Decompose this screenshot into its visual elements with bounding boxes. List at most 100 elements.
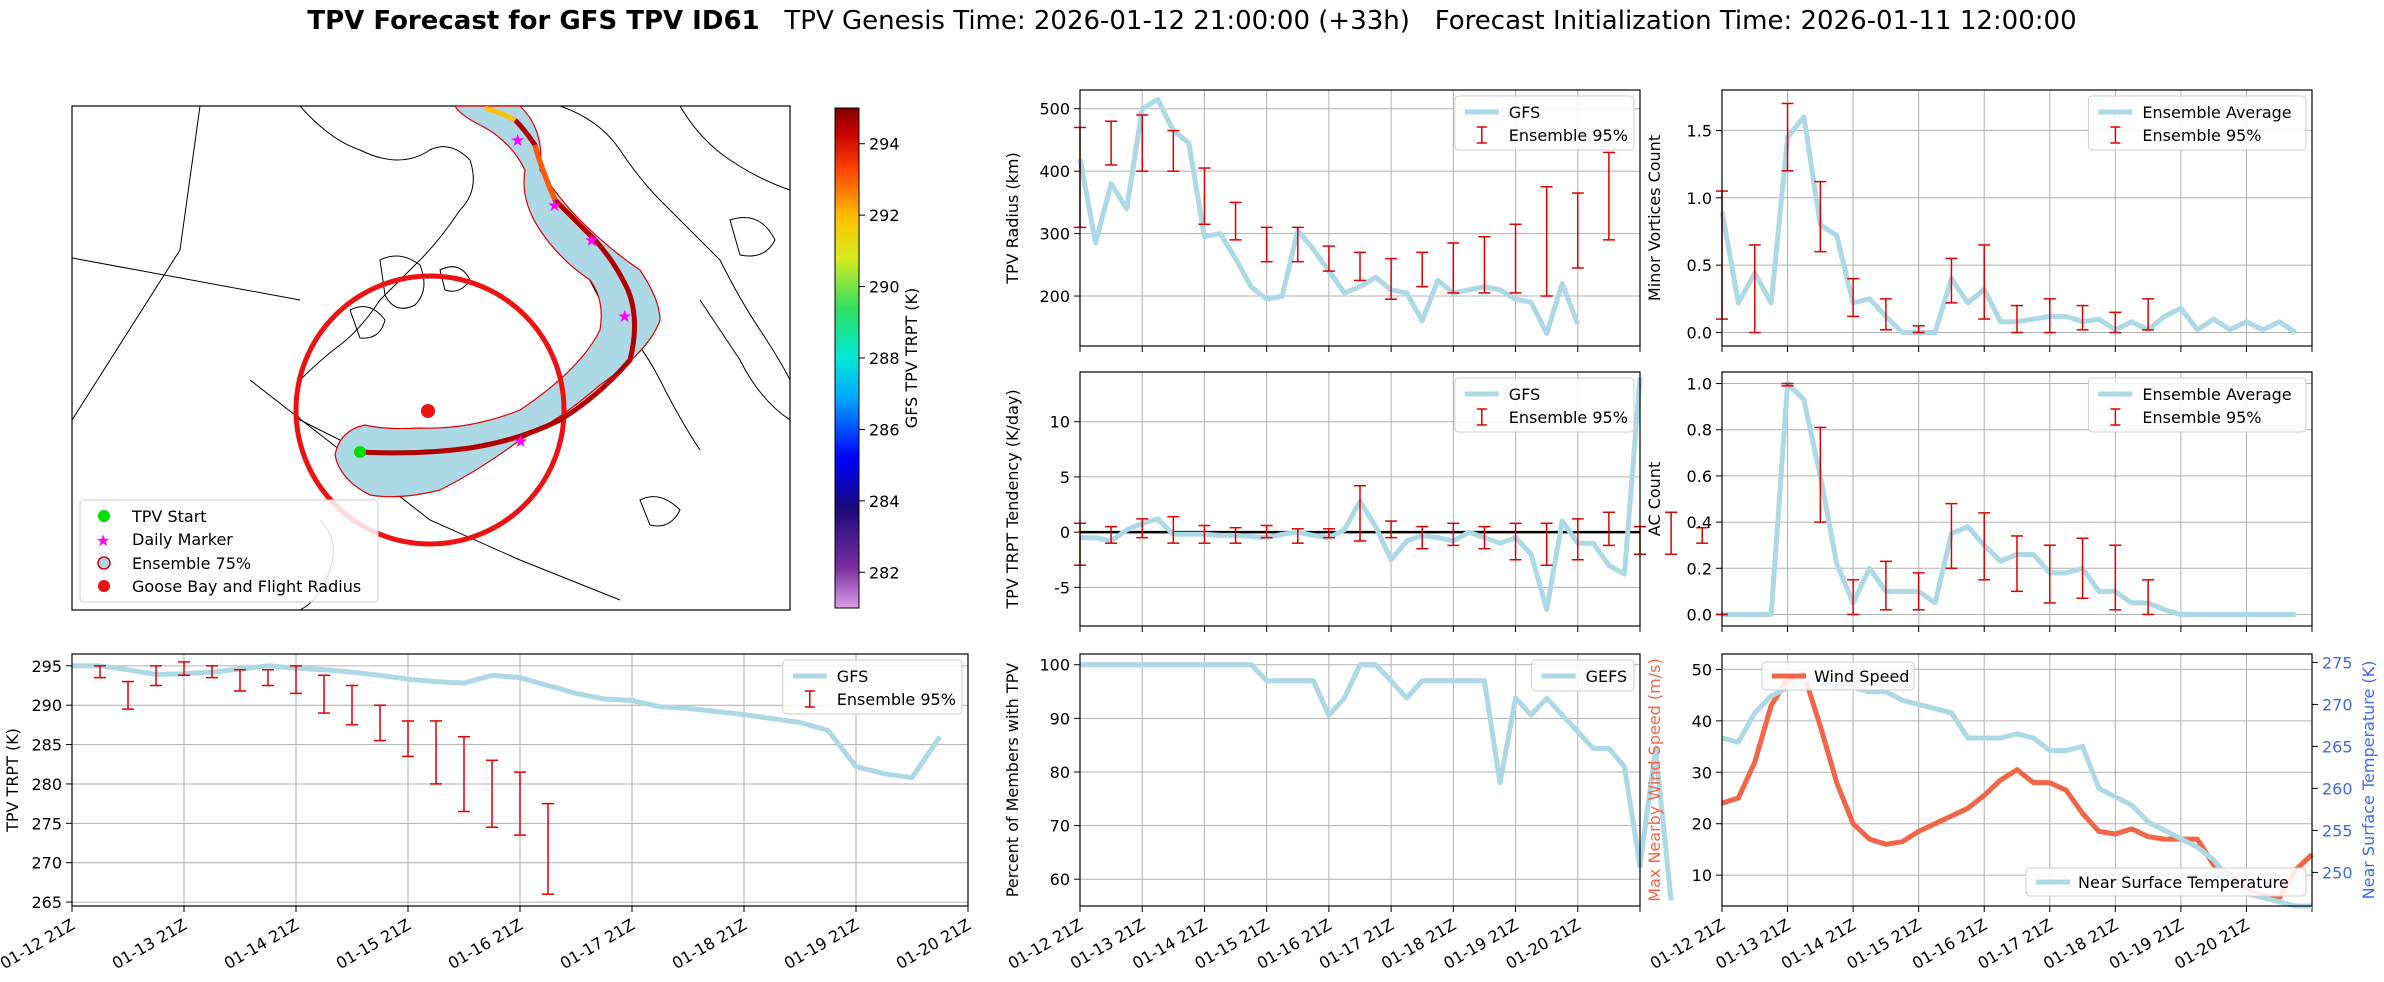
legend-label: Ensemble Average <box>2142 103 2291 122</box>
y2-tick-label: 265 <box>2322 737 2353 756</box>
legend-label: GFS <box>1509 103 1540 122</box>
trpt-chart: 265 270 275 280 285 290 295 TPV TRPT (K) 01-12 2… <box>0 653 974 973</box>
map-border-line <box>72 257 301 301</box>
y-tick-label: 1.0 <box>1687 189 1712 208</box>
minor-vortices-chart: 0.0 0.5 1.0 1.5 Minor Vortices Count Ensemble… <box>1645 89 2313 352</box>
legend-label: Ensemble 95% <box>1509 126 1628 145</box>
colorbar-scale <box>834 107 860 609</box>
island <box>729 217 776 257</box>
legend-daily-label: Daily Marker <box>132 530 233 549</box>
title-genesis: TPV Genesis Time: 2026-01-12 21:00:00 (+… <box>784 6 1410 36</box>
series-line <box>72 663 943 781</box>
y-tick-label: 500 <box>1039 100 1070 119</box>
coastline <box>559 106 790 381</box>
x-tick-label: 01-14 21Z <box>221 915 302 973</box>
legend-label: Ensemble 95% <box>837 690 956 709</box>
tpv-start-marker <box>354 446 366 458</box>
title-bold: TPV Forecast for GFS TPV ID61 <box>307 6 760 36</box>
flight-radius-circle <box>293 273 567 547</box>
plot-frame <box>71 653 969 907</box>
y-tick-label: 70 <box>1050 817 1070 836</box>
legend-label: Wind Speed <box>1814 667 1909 686</box>
island <box>349 306 386 339</box>
ensemble-75-region <box>334 106 661 498</box>
y-tick-label: 285 <box>31 736 62 755</box>
legend-start-icon <box>98 510 110 522</box>
map-content: ★ ★ ★ ★ ★ <box>72 106 790 610</box>
series-line <box>1719 114 2297 335</box>
colorbar-label: GFS TPV TRPT (K) <box>902 288 921 428</box>
colorbar-tick-label: 294 <box>869 135 900 154</box>
legend-ensemble-label: Ensemble 75% <box>132 554 251 573</box>
y-tick-label: 5 <box>1060 468 1070 487</box>
colorbar-tick-label: 290 <box>869 278 900 297</box>
y-axis-label: Max Nearby Wind Speed (m/s) <box>1645 658 1664 901</box>
legend-label: Ensemble 95% <box>2142 408 2261 427</box>
legend-ensemble-icon <box>97 556 111 570</box>
daily-marker: ★ <box>513 432 528 452</box>
y-tick-label: 400 <box>1039 162 1070 181</box>
coastline <box>679 106 790 191</box>
island <box>639 496 681 527</box>
y-tick-label: 1.5 <box>1687 121 1712 140</box>
colorbar: 282 284 286 288 290 292 294 GFS TPV TRPT (K) <box>834 107 921 609</box>
radius-chart: 200 300 400 500 TPV Radius (km) GFS Ensemble 9… <box>1003 89 1641 352</box>
title-init: Forecast Initialization Time: 2026-01-11… <box>1434 6 2077 36</box>
y-tick-label: 0.6 <box>1687 467 1712 486</box>
y-tick-label: 290 <box>31 696 62 715</box>
y-tick-label: 0.0 <box>1687 324 1712 343</box>
x-tick-label: 01-20 21Z <box>2171 915 2252 973</box>
y-tick-label: 50 <box>1692 660 1712 679</box>
y-tick-label: 0.8 <box>1687 421 1712 440</box>
y-axis-label: TPV Radius (km) <box>1003 152 1022 285</box>
daily-marker: ★ <box>584 231 599 251</box>
y2-axis-label: Near Surface Temperature (K) <box>2359 661 2378 900</box>
y-tick-label: 20 <box>1692 815 1712 834</box>
y-tick-label: 10 <box>1050 413 1070 432</box>
legend-goose-icon <box>98 580 110 592</box>
y-tick-label: 30 <box>1692 763 1712 782</box>
ac-count-chart: 0.0 0.2 0.4 0.6 0.8 1.0 AC Count Ensemble Avera… <box>1645 371 2313 632</box>
y-tick-label: 100 <box>1039 656 1070 675</box>
y-tick-label: 280 <box>31 775 62 794</box>
plot-frame <box>1079 371 1641 627</box>
y-tick-label: 270 <box>31 854 62 873</box>
y-tick-label: 200 <box>1039 287 1070 306</box>
legend-box <box>1454 377 1635 433</box>
legend-box <box>782 659 963 715</box>
y-tick-label: 265 <box>31 893 62 912</box>
legend-label: Ensemble 95% <box>1509 408 1628 427</box>
map-legend-box <box>79 499 379 603</box>
legend-goose-label: Goose Bay and Flight Radius <box>132 577 361 596</box>
figure-title: TPV Forecast for GFS TPV ID61 TPV Genesi… <box>0 6 2384 36</box>
plot-frame <box>1079 653 1641 907</box>
y-axis-label: Percent of Members with TPV <box>1003 663 1022 897</box>
map-legend: TPV Start ★ Daily Marker Ensemble 75% Go… <box>79 499 379 603</box>
wind-temperature-chart: 10 20 30 40 50 Max Nearby Wind Speed (m/s) 250… <box>1645 653 2378 973</box>
y-tick-label: 1.0 <box>1687 375 1712 394</box>
y-tick-label: 80 <box>1050 763 1070 782</box>
tpv-track-start <box>484 106 517 123</box>
y-tick-label: 10 <box>1692 866 1712 885</box>
y-axis-label: Minor Vortices Count <box>1645 135 1664 301</box>
legend-label: Ensemble 95% <box>2142 126 2261 145</box>
colorbar-tick-label: 284 <box>869 492 900 511</box>
x-tick-label: 01-12 21Z <box>0 915 78 973</box>
legend-star-icon: ★ <box>96 531 110 550</box>
colorbar-tick-label: 292 <box>869 206 900 225</box>
y-tick-label: 0 <box>1060 523 1070 542</box>
y-axis-label: TPV TRPT Tendency (K/day) <box>1003 389 1022 609</box>
legend-box <box>2087 95 2307 151</box>
daily-markers: ★ ★ ★ ★ ★ <box>510 131 632 452</box>
plot-frame <box>1721 653 2313 907</box>
y-tick-label: -5 <box>1054 578 1070 597</box>
colorbar-tick-label: 286 <box>869 420 900 439</box>
goose-bay-marker <box>421 404 435 418</box>
island <box>379 255 425 309</box>
legend-start-label: TPV Start <box>131 507 207 526</box>
daily-marker: ★ <box>617 307 632 327</box>
colorbar-tick-label: 288 <box>869 349 900 368</box>
plot-frame <box>1721 371 2313 627</box>
legend-label: Ensemble Average <box>2142 385 2291 404</box>
